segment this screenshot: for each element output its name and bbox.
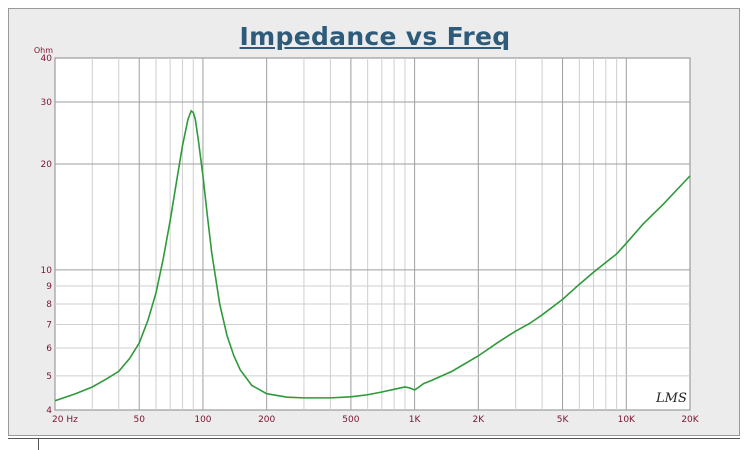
- y-tick-label: 7: [46, 320, 52, 330]
- y-tick-label: 30: [41, 98, 53, 108]
- bottom-border: [8, 438, 740, 439]
- tick-labels: 20 Hz 50 100 200 500 1K 2K 5K 10K 20K 40 30 20 10 9 8 7 6…: [41, 54, 700, 425]
- x-tick-label: 2K: [473, 415, 486, 425]
- x-tick-label: 1K: [409, 415, 422, 425]
- x-tick-label: 200: [258, 415, 275, 425]
- y-tick-label: 9: [46, 282, 52, 292]
- y-tick-label: 5: [46, 372, 52, 382]
- x-tick-label: 100: [194, 415, 211, 425]
- x-tick-label: 5K: [557, 415, 570, 425]
- x-tick-label: 10K: [618, 415, 636, 425]
- y-tick-label: 20: [41, 160, 53, 170]
- grid-lines: [55, 58, 690, 410]
- lms-watermark: LMS: [655, 391, 687, 406]
- bottom-border-tick: [38, 438, 39, 450]
- y-unit-label: Ohm: [34, 46, 53, 55]
- impedance-series-line: [54, 109, 691, 402]
- chart-title: Impedance vs Freq: [239, 22, 511, 51]
- x-tick-label: 500: [342, 415, 359, 425]
- x-tick-label: 50: [134, 415, 146, 425]
- y-tick-label: 6: [46, 344, 52, 354]
- y-tick-label: 40: [41, 54, 53, 64]
- x-tick-label: 20 Hz: [52, 415, 78, 425]
- y-tick-label: 4: [46, 406, 52, 416]
- y-tick-label: 10: [41, 266, 53, 276]
- y-tick-label: 8: [46, 300, 52, 310]
- plot-area: [54, 57, 691, 411]
- x-tick-label: 20K: [681, 415, 699, 425]
